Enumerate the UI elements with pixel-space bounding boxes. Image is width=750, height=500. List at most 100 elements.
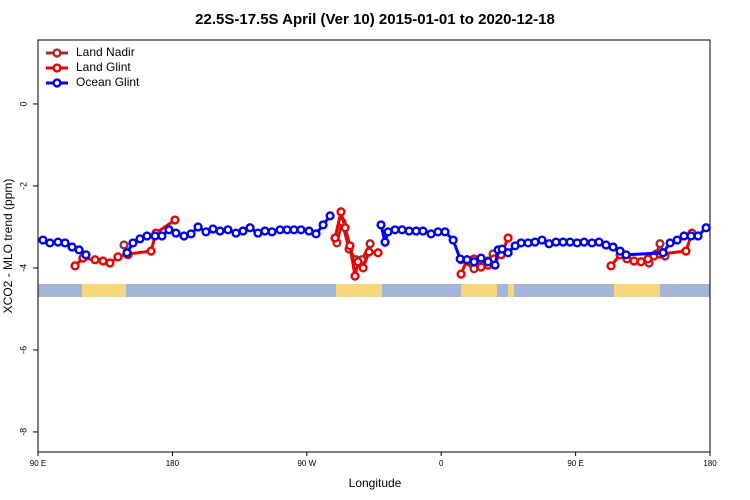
data-point bbox=[193, 222, 203, 232]
x-axis-label: Longitude bbox=[349, 476, 402, 490]
data-point bbox=[325, 211, 335, 221]
x-tick-label: 90 E bbox=[30, 459, 46, 468]
data-point bbox=[208, 224, 218, 234]
legend-marker bbox=[52, 78, 62, 88]
x-tick-label: 90 E bbox=[567, 459, 583, 468]
data-point bbox=[397, 225, 407, 235]
data-point bbox=[469, 257, 479, 267]
data-point bbox=[105, 258, 115, 268]
data-point bbox=[383, 227, 393, 237]
y-tick-label: 0 bbox=[18, 101, 28, 106]
data-point bbox=[404, 226, 414, 236]
data-point bbox=[594, 237, 604, 247]
data-point bbox=[606, 261, 616, 271]
data-point bbox=[655, 239, 665, 249]
data-point bbox=[60, 238, 70, 248]
data-point bbox=[186, 229, 196, 239]
data-point bbox=[551, 237, 561, 247]
data-point bbox=[245, 223, 255, 233]
data-point bbox=[215, 226, 225, 236]
data-point bbox=[170, 215, 180, 225]
data-point bbox=[537, 235, 547, 245]
data-point bbox=[330, 233, 340, 243]
legend-label: Ocean Glint bbox=[76, 75, 140, 89]
data-point bbox=[275, 225, 285, 235]
data-point bbox=[516, 238, 526, 248]
data-point bbox=[113, 252, 123, 262]
data-point bbox=[373, 248, 383, 258]
data-point bbox=[440, 227, 450, 237]
data-point bbox=[340, 223, 350, 233]
data-point bbox=[701, 223, 711, 233]
data-point bbox=[693, 231, 703, 241]
data-point bbox=[267, 227, 277, 237]
y-tick-label: -8 bbox=[18, 428, 28, 436]
data-point bbox=[380, 237, 390, 247]
data-point bbox=[353, 257, 363, 267]
data-point bbox=[345, 241, 355, 251]
data-point bbox=[456, 269, 466, 279]
data-point bbox=[70, 261, 80, 271]
x-tick-label: 0 bbox=[439, 459, 444, 468]
data-point bbox=[658, 248, 668, 258]
data-point bbox=[164, 225, 174, 235]
series-line bbox=[73, 218, 176, 267]
data-point bbox=[418, 226, 428, 236]
y-axis-label: XCO2 - MLO trend (ppm) bbox=[1, 179, 15, 314]
data-point bbox=[304, 226, 314, 236]
data-point bbox=[636, 257, 646, 267]
x-tick-label: 180 bbox=[703, 459, 717, 468]
data-point bbox=[260, 226, 270, 236]
legend-label: Land Nadir bbox=[76, 45, 135, 59]
data-point bbox=[376, 220, 386, 230]
data-point bbox=[462, 255, 472, 265]
data-point bbox=[358, 263, 368, 273]
data-point bbox=[365, 239, 375, 249]
data-point bbox=[223, 225, 233, 235]
data-point bbox=[448, 235, 458, 245]
data-point bbox=[336, 207, 346, 217]
data-point bbox=[53, 237, 63, 247]
data-point bbox=[81, 250, 91, 260]
y-tick-label: -4 bbox=[18, 264, 28, 272]
data-point bbox=[231, 228, 241, 238]
data-point bbox=[45, 238, 55, 248]
data-point bbox=[503, 233, 513, 243]
data-point bbox=[142, 231, 152, 241]
data-point bbox=[503, 248, 513, 258]
data-point bbox=[390, 225, 400, 235]
data-point bbox=[171, 228, 181, 238]
data-point bbox=[135, 234, 145, 244]
data-point bbox=[681, 246, 691, 256]
data-point bbox=[679, 231, 689, 241]
x-tick-label: 90 W bbox=[297, 459, 316, 468]
data-point bbox=[201, 227, 211, 237]
plot-frame bbox=[37, 39, 711, 453]
series bbox=[38, 211, 711, 270]
y-tick-label: -6 bbox=[18, 346, 28, 354]
data-point bbox=[587, 238, 597, 248]
data-point bbox=[572, 238, 582, 248]
data-point bbox=[629, 256, 639, 266]
data-point bbox=[179, 231, 189, 241]
data-point bbox=[579, 237, 589, 247]
data-point bbox=[157, 231, 167, 241]
x-tick-label: 180 bbox=[166, 459, 180, 468]
data-point bbox=[146, 246, 156, 256]
chart-title: 22.5S-17.5S April (Ver 10) 2015-01-01 to… bbox=[195, 11, 555, 28]
data-point bbox=[490, 260, 500, 270]
data-point bbox=[483, 257, 493, 267]
data-point bbox=[74, 245, 84, 255]
legend-marker bbox=[52, 63, 62, 73]
data-point bbox=[128, 238, 138, 248]
legend-label: Land Glint bbox=[76, 60, 131, 74]
data-point bbox=[318, 220, 328, 230]
data-point bbox=[558, 237, 568, 247]
data-point bbox=[686, 231, 696, 241]
data-point bbox=[665, 238, 675, 248]
data-point bbox=[289, 225, 299, 235]
data-point bbox=[98, 256, 108, 266]
data-point bbox=[476, 253, 486, 263]
